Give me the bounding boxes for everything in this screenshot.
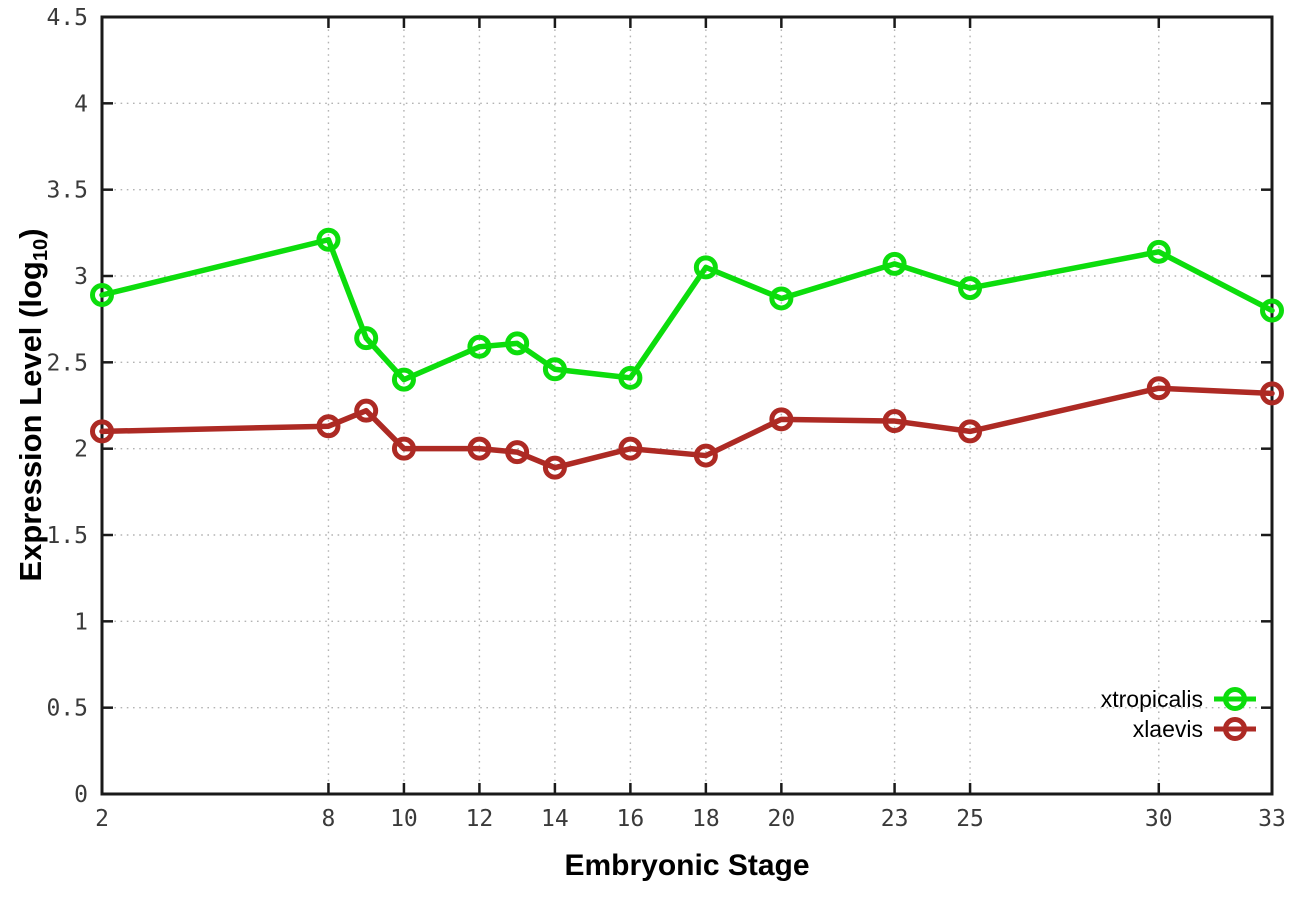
legend-marker-icon	[1214, 687, 1256, 711]
data-point-xlaevis	[542, 455, 567, 480]
y-tick-label: 3.5	[46, 178, 88, 204]
data-point-xlaevis	[618, 436, 643, 461]
y-tick-label: 0	[74, 782, 88, 808]
x-tick-label: 10	[390, 806, 418, 832]
data-point-xlaevis	[1146, 376, 1171, 401]
x-tick-label: 30	[1145, 806, 1173, 832]
data-point-xtropicalis	[769, 286, 794, 311]
y-axis-label: Expression Level (log10)	[13, 228, 53, 581]
data-point-xlaevis	[90, 419, 114, 444]
data-point-xtropicalis	[467, 334, 492, 359]
legend-label: xtropicalis	[1100, 685, 1203, 712]
x-tick-label: 20	[768, 806, 796, 832]
chart-legend: xtropicalis xlaevis	[1101, 684, 1257, 744]
data-point-xlaevis	[316, 414, 341, 439]
data-point-xlaevis	[958, 419, 983, 444]
y-axis-label-text: Expression Level (log	[13, 261, 48, 582]
data-point-xtropicalis	[958, 276, 983, 301]
data-point-xlaevis	[467, 436, 492, 461]
x-tick-label: 25	[956, 806, 984, 832]
legend-item-xlaevis: xlaevis	[1133, 714, 1257, 744]
y-tick-label: 4	[74, 91, 88, 117]
x-tick-label: 33	[1258, 806, 1286, 832]
data-point-xlaevis	[693, 443, 718, 468]
x-tick-label: 14	[541, 806, 569, 832]
y-axis-label-subscript: 10	[30, 238, 52, 262]
data-point-xtropicalis	[1260, 298, 1284, 323]
x-tick-label: 23	[881, 806, 909, 832]
legend-label: xlaevis	[1132, 715, 1203, 742]
data-point-xtropicalis	[882, 251, 907, 276]
series-line-xtropicalis	[99, 236, 1275, 383]
y-tick-label: 2	[74, 437, 88, 463]
data-point-xlaevis	[505, 440, 530, 465]
data-point-xlaevis	[354, 398, 379, 423]
data-point-xtropicalis	[354, 326, 379, 351]
y-tick-label: 4.5	[46, 5, 88, 31]
data-point-xlaevis	[882, 409, 907, 434]
data-point-xtropicalis	[391, 367, 416, 392]
y-tick-label: 2.5	[46, 350, 88, 376]
data-point-xtropicalis	[1146, 239, 1171, 264]
data-point-xtropicalis	[618, 365, 643, 390]
y-axis-label-suffix: )	[13, 228, 48, 239]
y-tick-label: 1.5	[46, 523, 88, 549]
x-tick-label: 16	[617, 806, 645, 832]
data-point-xlaevis	[1260, 381, 1284, 406]
legend-item-xtropicalis: xtropicalis	[1101, 684, 1257, 714]
data-point-xlaevis	[769, 407, 794, 432]
x-tick-label: 2	[95, 806, 109, 832]
legend-marker-icon	[1214, 717, 1256, 741]
y-tick-label: 1	[74, 609, 88, 635]
x-tick-label: 8	[322, 806, 336, 832]
data-point-xtropicalis	[316, 227, 341, 252]
x-tick-label: 18	[692, 806, 720, 832]
data-point-xtropicalis	[542, 357, 567, 382]
y-tick-label: 3	[74, 264, 88, 290]
y-tick-label: 0.5	[46, 696, 88, 722]
x-tick-label: 12	[466, 806, 494, 832]
x-axis-label: Embryonic Stage	[564, 849, 810, 882]
data-point-xtropicalis	[90, 282, 114, 307]
data-point-xtropicalis	[693, 255, 718, 280]
data-point-xtropicalis	[505, 331, 530, 356]
series-line-xlaevis	[99, 385, 1275, 471]
data-point-xlaevis	[391, 436, 416, 461]
